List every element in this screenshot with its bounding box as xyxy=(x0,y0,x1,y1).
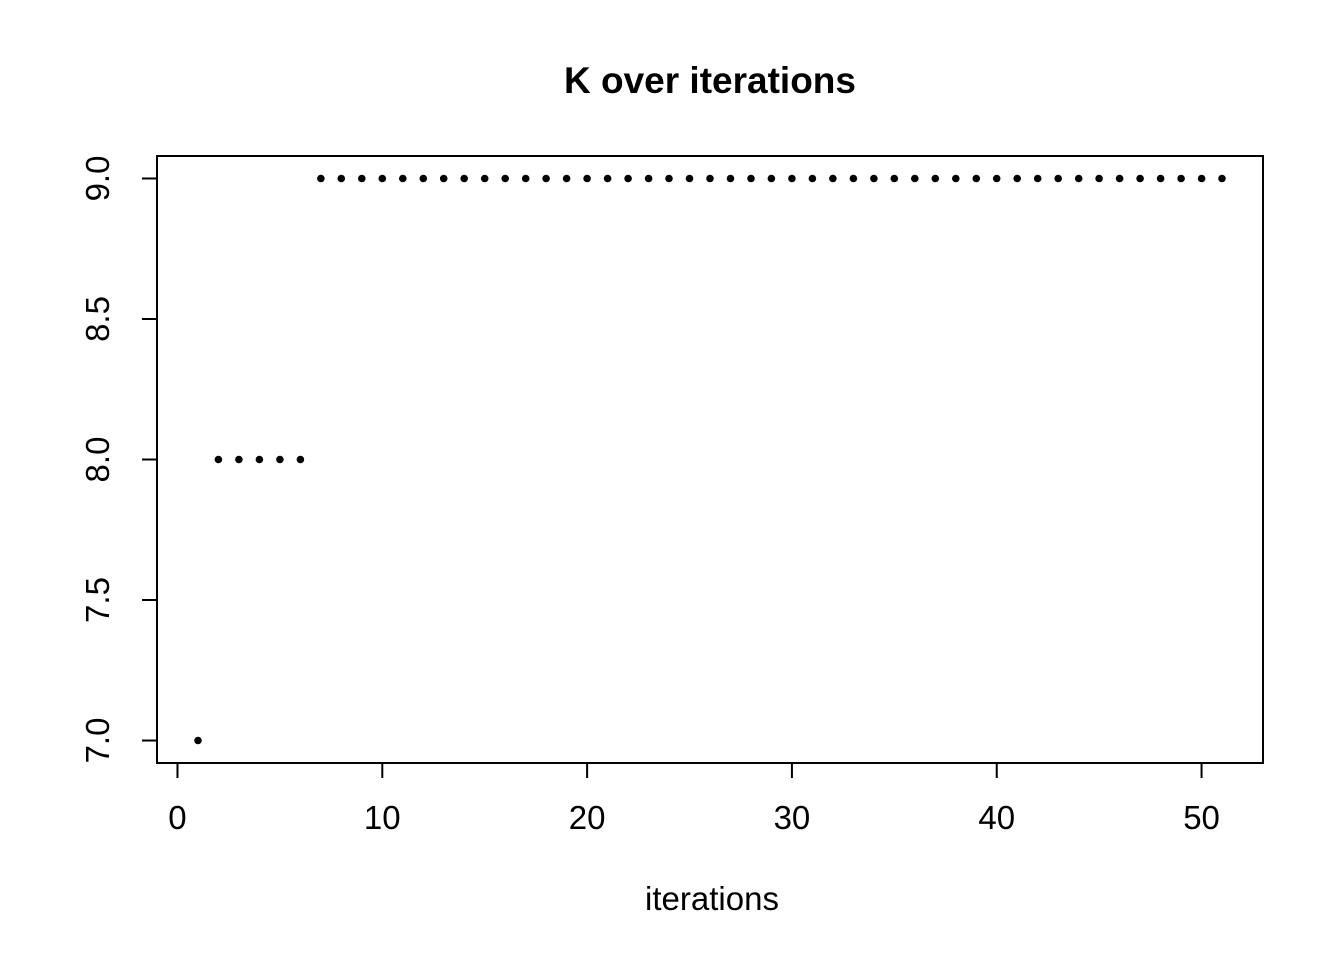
y-tick-label: 9.0 xyxy=(79,156,116,202)
x-tick-label: 20 xyxy=(569,799,606,836)
data-point xyxy=(1074,174,1083,183)
data-point xyxy=(1218,174,1226,183)
data-point xyxy=(276,455,284,464)
data-point xyxy=(378,174,387,183)
data-point xyxy=(1033,174,1042,183)
data-point xyxy=(1136,174,1144,183)
x-tick-label: 0 xyxy=(168,799,186,836)
plot-box xyxy=(156,155,1264,764)
plot-title: K over iterations xyxy=(564,60,856,101)
data-point xyxy=(685,174,694,183)
data-point xyxy=(644,174,653,183)
data-point xyxy=(235,455,243,464)
data-point xyxy=(419,174,428,183)
x-tick-label: 50 xyxy=(1183,799,1220,836)
data-point xyxy=(870,174,878,183)
data-point xyxy=(992,174,1001,183)
data-point xyxy=(583,174,591,183)
data-point xyxy=(726,174,735,183)
y-tick-label: 7.0 xyxy=(79,718,116,764)
data-point xyxy=(849,174,858,183)
data-point xyxy=(1177,174,1185,183)
data-point xyxy=(808,174,817,183)
y-tick-label: 8.5 xyxy=(79,296,116,342)
data-point xyxy=(665,174,673,183)
data-point xyxy=(358,174,366,183)
data-point xyxy=(890,174,899,183)
data-points xyxy=(194,174,1226,745)
data-point xyxy=(767,174,776,183)
data-point xyxy=(460,174,469,183)
data-point xyxy=(747,174,755,183)
data-point xyxy=(255,455,264,464)
data-point xyxy=(194,736,202,745)
data-point xyxy=(317,174,325,183)
data-point xyxy=(952,174,960,183)
data-point xyxy=(439,174,448,183)
data-point xyxy=(931,174,940,183)
data-point xyxy=(1095,174,1103,183)
data-point xyxy=(1197,174,1206,183)
data-point xyxy=(521,174,530,183)
data-point xyxy=(562,174,571,183)
data-point xyxy=(1054,174,1062,183)
data-point xyxy=(706,174,714,183)
data-point xyxy=(1115,174,1124,183)
data-point xyxy=(788,174,796,183)
data-point xyxy=(501,174,510,183)
x-tick-label: 10 xyxy=(364,799,401,836)
x-axis-ticks: 0 10 20 30 40 50 xyxy=(168,764,1220,836)
y-tick-label: 7.5 xyxy=(79,577,116,623)
data-point xyxy=(829,174,837,183)
data-point xyxy=(337,174,346,183)
data-point xyxy=(296,455,305,464)
data-point xyxy=(972,174,981,183)
x-tick-label: 40 xyxy=(978,799,1015,836)
data-point xyxy=(624,174,632,183)
x-tick-label: 30 xyxy=(774,799,811,836)
data-point xyxy=(399,174,407,183)
x-axis-label: iterations xyxy=(645,880,779,917)
data-point xyxy=(480,174,489,183)
data-point xyxy=(1013,174,1021,183)
data-point xyxy=(603,174,612,183)
data-point xyxy=(1156,174,1165,183)
data-point xyxy=(911,174,919,183)
data-point xyxy=(214,455,223,464)
y-axis-ticks: 7.0 7.5 8.0 8.5 9.0 xyxy=(79,156,156,764)
y-tick-label: 8.0 xyxy=(79,437,116,483)
data-point xyxy=(542,174,550,183)
